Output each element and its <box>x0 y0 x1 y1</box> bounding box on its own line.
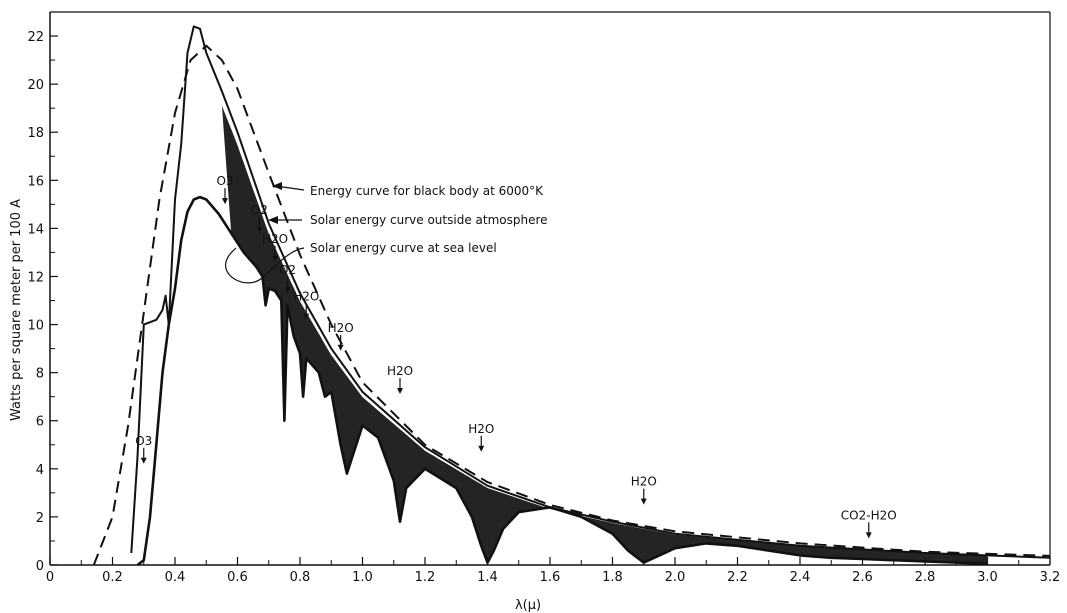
y-tick-label: 22 <box>27 30 44 45</box>
x-tick-label: 0.6 <box>227 570 248 585</box>
legend-arrow-blackbody <box>272 182 282 190</box>
legend-leader-sealevel <box>225 247 305 284</box>
y-tick-label: 8 <box>36 367 44 382</box>
absorption-annotation: H2O <box>468 422 494 436</box>
series-line-blackbody <box>92 44 1051 566</box>
x-tick-label: 2.6 <box>852 570 873 585</box>
y-tick-label: 18 <box>27 126 44 141</box>
annotation-arrow-head <box>256 226 263 233</box>
annotation-arrow-head <box>478 445 485 452</box>
absorption-annotation: H2O <box>328 321 354 335</box>
annotation-arrow-head <box>640 498 647 505</box>
y-tick-label: 14 <box>27 222 44 237</box>
series-line-outside-atmosphere <box>130 25 1051 559</box>
annotation-arrow-head <box>222 198 228 205</box>
legend-label-outside: Solar energy curve outside atmosphere <box>310 213 548 227</box>
y-tick-label: 10 <box>27 319 44 334</box>
x-tick-label: 1.4 <box>477 570 498 585</box>
x-tick-label: 2.8 <box>915 570 936 585</box>
y-tick-label: 0 <box>36 559 44 574</box>
absorption-shading <box>221 105 988 564</box>
y-tick-label: 4 <box>36 463 44 478</box>
annotation-arrow-head <box>865 532 872 539</box>
x-tick-label: 2.4 <box>790 570 811 585</box>
annotation-arrow-head <box>284 287 291 294</box>
annotation-arrow-head <box>337 344 344 351</box>
annotation-arrow-head <box>272 255 278 262</box>
y-tick-label: 6 <box>36 415 44 430</box>
absorption-annotation: H2O <box>631 475 657 489</box>
absorption-annotation: O2 <box>279 263 296 277</box>
x-tick-label: 2.2 <box>727 570 748 585</box>
legend-callouts: Energy curve for black body at 6000°K So… <box>225 182 548 284</box>
y-axis-label: Watts per square meter per 100 A <box>9 199 24 421</box>
absorption-annotation: CO2-H2O <box>841 508 897 522</box>
y-tick-label: 20 <box>27 78 44 93</box>
absorption-annotation: O3 <box>216 174 233 188</box>
x-tick-label: 1.8 <box>602 570 623 585</box>
x-tick-label: 0 <box>46 570 54 585</box>
x-tick-label: 0.8 <box>290 570 311 585</box>
x-tick-label: 3.0 <box>977 570 998 585</box>
x-tick-label: 2.0 <box>665 570 686 585</box>
absorption-annotation: H2O <box>293 290 319 304</box>
annotation-arrow-head <box>397 388 403 395</box>
x-tick-label: 1.0 <box>352 570 373 585</box>
y-tick-label: 16 <box>27 174 44 189</box>
annotation-layer: O3 O3 O2 H2O O2 H2O H2O H2O H2O H2O CO2-H2O <box>135 174 897 539</box>
x-tick-label: 1.2 <box>415 570 436 585</box>
legend-label-sealevel: Solar energy curve at sea level <box>310 241 497 255</box>
x-tick-label: 3.2 <box>1040 570 1061 585</box>
annotation-arrow-head <box>303 313 310 320</box>
y-ticks: 0 2 4 6 8 10 12 14 16 18 20 22 <box>27 11 58 574</box>
x-tick-label: 0.4 <box>165 570 186 585</box>
absorption-annotation: O3 <box>135 434 152 448</box>
x-tick-label: 0.2 <box>102 570 123 585</box>
x-ticks: 0 0.2 0.4 0.6 0.8 1.0 1.2 1.4 1.6 1.8 2.0 2.2 2.4 2.6… <box>46 557 1060 585</box>
x-tick-label: 1.6 <box>540 570 561 585</box>
series-line-sea-level <box>136 195 988 567</box>
absorption-annotation: H2O <box>262 232 288 246</box>
absorption-annotation: O2 <box>251 203 268 217</box>
y-tick-label: 12 <box>27 270 44 285</box>
annotation-arrow-head <box>140 457 147 464</box>
legend-arrow-outside <box>268 216 278 224</box>
x-axis-label: λ(μ) <box>515 598 541 613</box>
series-layer <box>92 25 1051 567</box>
y-tick-label: 2 <box>36 511 44 526</box>
absorption-annotation: H2O <box>387 364 413 378</box>
legend-label-blackbody: Energy curve for black body at 6000°K <box>310 184 544 198</box>
